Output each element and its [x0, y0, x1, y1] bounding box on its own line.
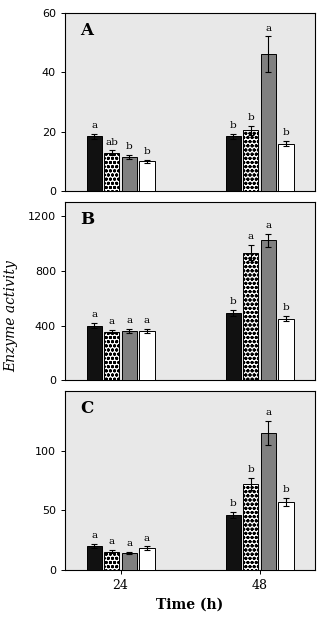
- Text: a: a: [248, 232, 254, 241]
- Text: b: b: [230, 499, 237, 508]
- Bar: [243, 130, 258, 191]
- Text: C: C: [80, 400, 93, 417]
- Bar: [139, 161, 155, 191]
- Text: ab: ab: [105, 137, 118, 146]
- Text: b: b: [283, 485, 289, 494]
- Bar: [139, 331, 155, 380]
- Bar: [122, 157, 137, 191]
- Bar: [226, 136, 241, 191]
- Text: b: b: [126, 142, 133, 151]
- Text: b: b: [283, 303, 289, 312]
- Text: a: a: [91, 310, 97, 319]
- Bar: [226, 515, 241, 570]
- Text: b: b: [230, 121, 237, 130]
- Bar: [243, 253, 258, 380]
- Text: a: a: [126, 539, 133, 548]
- Text: b: b: [230, 298, 237, 306]
- Bar: [104, 153, 120, 191]
- Text: a: a: [91, 121, 97, 130]
- Text: B: B: [80, 211, 94, 228]
- Bar: [104, 552, 120, 570]
- Bar: [104, 332, 120, 380]
- Bar: [86, 136, 102, 191]
- Bar: [279, 318, 294, 380]
- Text: a: a: [266, 23, 271, 32]
- Text: a: a: [266, 222, 271, 230]
- Text: a: a: [144, 316, 150, 325]
- Text: b: b: [144, 147, 150, 156]
- Text: b: b: [247, 113, 254, 122]
- Text: a: a: [144, 534, 150, 542]
- Bar: [261, 433, 276, 570]
- Bar: [122, 331, 137, 380]
- Bar: [226, 313, 241, 380]
- Text: A: A: [80, 22, 93, 39]
- Bar: [86, 325, 102, 380]
- Text: Enzyme activity: Enzyme activity: [4, 261, 19, 372]
- Text: a: a: [109, 317, 115, 326]
- Text: b: b: [247, 465, 254, 474]
- X-axis label: Time (h): Time (h): [157, 598, 224, 611]
- Text: a: a: [126, 316, 133, 325]
- Bar: [279, 502, 294, 570]
- Text: a: a: [266, 408, 271, 417]
- Bar: [139, 548, 155, 570]
- Text: a: a: [109, 537, 115, 546]
- Bar: [279, 144, 294, 191]
- Bar: [122, 553, 137, 570]
- Text: a: a: [91, 531, 97, 540]
- Text: b: b: [283, 128, 289, 137]
- Bar: [261, 241, 276, 380]
- Bar: [86, 546, 102, 570]
- Bar: [243, 484, 258, 570]
- Bar: [261, 54, 276, 191]
